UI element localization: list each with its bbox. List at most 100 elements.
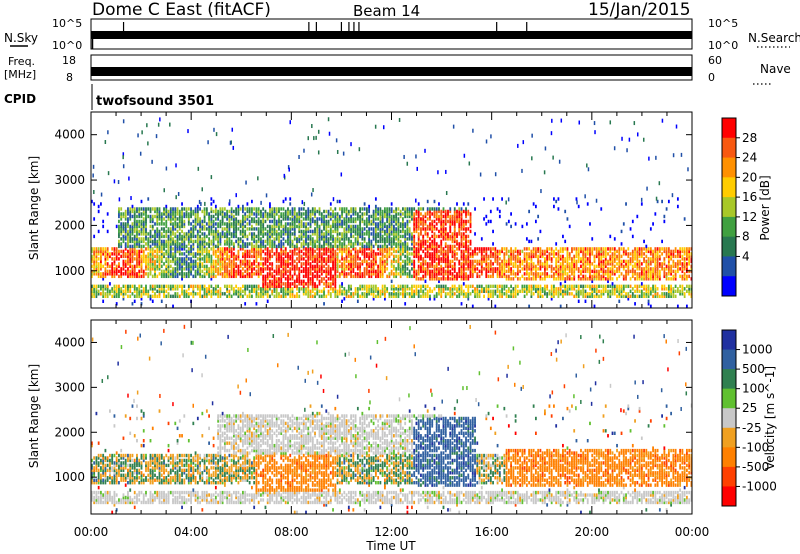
power-cell [431, 227, 434, 231]
power-cell [334, 284, 337, 289]
power-cell [142, 217, 145, 221]
power-cell [113, 262, 116, 266]
power-cell [309, 234, 312, 239]
power-cell [163, 229, 165, 234]
power-cell [257, 212, 260, 216]
power-cell [338, 207, 341, 211]
power-cell [307, 282, 310, 286]
power-cell [453, 244, 456, 249]
power-cell [183, 257, 186, 261]
power-cell [169, 274, 172, 279]
power-cell [131, 249, 134, 254]
power-cell [133, 249, 136, 254]
power-cell [221, 227, 224, 231]
power-cell [489, 209, 492, 214]
power-cell [447, 257, 449, 261]
power-cell [271, 267, 274, 271]
power-cell [183, 259, 186, 264]
power-cell [411, 259, 413, 264]
power-cell [174, 292, 177, 296]
power-cell [239, 247, 242, 251]
power-cell [131, 284, 134, 289]
power-cell [320, 279, 323, 284]
power-cell [255, 219, 258, 224]
power-cell [287, 287, 289, 291]
power-cell [282, 272, 285, 276]
power-cell [196, 249, 199, 254]
power-cell [235, 274, 238, 279]
power-cell [145, 219, 147, 224]
power-cell [165, 219, 168, 224]
power-cell [145, 264, 147, 269]
power-cell [305, 287, 307, 291]
power-cell [370, 289, 373, 294]
power-cell [370, 222, 373, 226]
power-cell [242, 214, 244, 219]
power-cell [269, 204, 271, 209]
power-cell [253, 289, 256, 294]
power-cell [244, 249, 247, 254]
power-cell [120, 237, 123, 241]
power-cell [404, 267, 407, 271]
power-cell [489, 289, 492, 294]
power-cell [372, 264, 375, 269]
power-cell [381, 229, 384, 234]
power-cell [345, 257, 348, 261]
power-cell [323, 292, 325, 296]
power-cell [447, 264, 449, 269]
power-cell [163, 284, 165, 289]
power-cell [167, 254, 170, 259]
power-cell [440, 239, 443, 244]
power-cell [221, 262, 224, 266]
power-cell [296, 214, 298, 219]
power-cell [165, 222, 168, 226]
power-cell [374, 229, 377, 234]
power-cell [350, 217, 352, 221]
power-cell [383, 229, 386, 234]
power-cell [248, 259, 251, 264]
power-cell [118, 294, 120, 299]
power-cell [420, 244, 422, 249]
power-cell [406, 284, 409, 289]
power-cell [449, 272, 452, 276]
power-cell [584, 299, 587, 304]
power-cell [133, 219, 136, 224]
power-cell [142, 252, 145, 256]
power-cell [345, 222, 348, 226]
power-cell [350, 209, 352, 214]
power-cell [257, 217, 260, 221]
power-cell [174, 217, 177, 221]
power-cell [289, 287, 292, 291]
power-cell [271, 249, 274, 254]
power-cell [176, 272, 179, 276]
power-cell [356, 257, 359, 261]
power-cell [444, 217, 447, 221]
power-cell [201, 247, 204, 251]
power-cell [417, 269, 420, 274]
power-cell [320, 232, 323, 236]
power-cell [374, 287, 377, 291]
power-cell [327, 264, 330, 269]
power-cell [127, 262, 129, 266]
power-cell [298, 277, 301, 281]
power-cell [408, 259, 411, 264]
power-cell [417, 239, 420, 244]
power-cell [122, 254, 125, 259]
power-cell [300, 264, 303, 269]
power-cell [501, 259, 503, 264]
power-cell [129, 234, 132, 239]
power-cell [361, 237, 364, 241]
power-cell [365, 244, 368, 249]
power-cell [386, 247, 389, 251]
power-cell [318, 267, 321, 271]
power-cell [426, 217, 429, 221]
power-cell [172, 254, 174, 259]
power-cell [136, 239, 138, 244]
power-cell [93, 249, 96, 254]
power-cell [203, 212, 206, 216]
power-cell [255, 234, 258, 239]
power-cell [147, 252, 150, 256]
power-cell [169, 284, 172, 289]
power-cell [221, 264, 224, 269]
power-cell [246, 264, 249, 269]
